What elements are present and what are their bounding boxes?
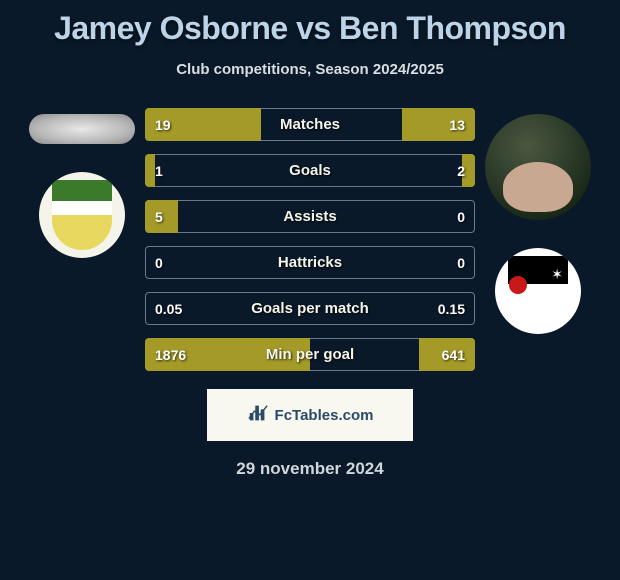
stat-label: Assists [283,208,336,225]
brand-text: FcTables.com [275,407,374,424]
stat-bar-left [145,154,155,187]
player-left-avatar [29,114,135,144]
stat-row-min-per-goal: 1876 Min per goal 641 [145,338,475,371]
player-left-club-badge [39,172,125,258]
page-title: Jamey Osborne vs Ben Thompson [8,10,612,47]
right-player-column: ✶ [485,108,591,334]
stat-value-left: 1876 [155,347,186,363]
stat-value-right: 0 [457,209,465,225]
brand-icon [247,402,269,429]
player-right-avatar [485,114,591,220]
stat-value-left: 0.05 [155,301,182,317]
stat-label: Goals per match [251,300,369,317]
comparison-card: Jamey Osborne vs Ben Thompson Club compe… [0,0,620,499]
stat-row-matches: 19 Matches 13 [145,108,475,141]
stat-value-right: 0.15 [438,301,465,317]
stat-value-right: 13 [449,117,465,133]
stat-value-left: 0 [155,255,163,271]
stat-row-goals: 1 Goals 2 [145,154,475,187]
player-right-club-badge: ✶ [495,248,581,334]
content-area: 19 Matches 13 1 Goals 2 5 Assists 0 [8,108,612,371]
left-player-column [29,108,135,258]
stat-value-right: 641 [442,347,465,363]
stat-value-right: 2 [457,163,465,179]
stats-list: 19 Matches 13 1 Goals 2 5 Assists 0 [145,108,475,371]
stat-label: Goals [289,162,331,179]
stat-value-left: 19 [155,117,171,133]
stat-label: Hattricks [278,254,342,271]
stat-row-assists: 5 Assists 0 [145,200,475,233]
date-text: 29 november 2024 [8,459,612,479]
stat-value-left: 1 [155,163,163,179]
stat-value-left: 5 [155,209,163,225]
stat-value-right: 0 [457,255,465,271]
stat-label: Min per goal [266,346,354,363]
stat-row-hattricks: 0 Hattricks 0 [145,246,475,279]
subtitle: Club competitions, Season 2024/2025 [8,61,612,78]
footer-brand-box: FcTables.com [207,389,413,441]
stat-row-goals-per-match: 0.05 Goals per match 0.15 [145,292,475,325]
stat-label: Matches [280,116,340,133]
